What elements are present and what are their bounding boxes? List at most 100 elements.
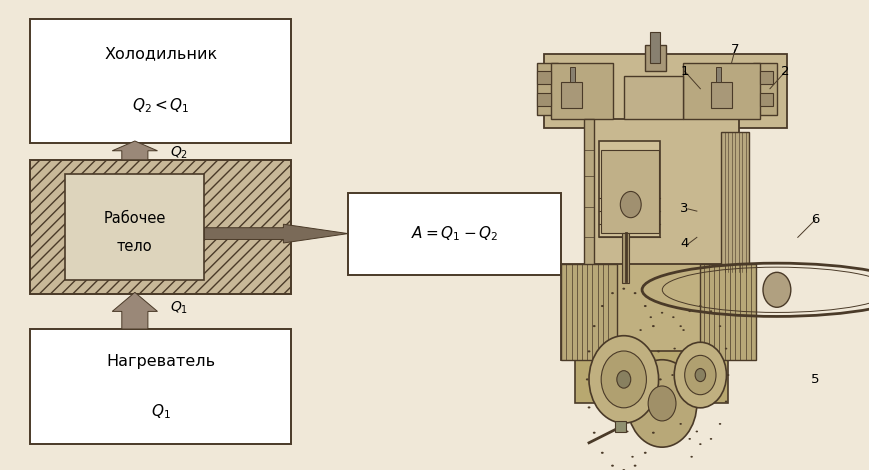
Bar xyxy=(561,264,616,360)
Ellipse shape xyxy=(651,325,654,327)
Ellipse shape xyxy=(695,375,697,376)
Ellipse shape xyxy=(626,375,627,376)
Ellipse shape xyxy=(616,371,630,388)
Ellipse shape xyxy=(600,452,603,454)
Ellipse shape xyxy=(709,310,712,312)
Bar xyxy=(30,160,291,294)
Ellipse shape xyxy=(684,355,715,395)
Text: $Q_2 < Q_1$: $Q_2 < Q_1$ xyxy=(132,97,189,115)
Bar xyxy=(700,264,755,360)
Ellipse shape xyxy=(718,325,720,327)
Bar xyxy=(715,67,720,82)
Ellipse shape xyxy=(651,431,654,434)
Bar xyxy=(600,150,658,233)
Bar xyxy=(561,264,741,360)
Ellipse shape xyxy=(695,431,697,432)
Ellipse shape xyxy=(673,400,675,402)
Bar xyxy=(65,174,204,280)
Ellipse shape xyxy=(658,378,661,380)
Bar xyxy=(491,19,839,456)
Bar xyxy=(543,54,786,128)
Bar xyxy=(569,67,574,82)
Ellipse shape xyxy=(600,305,603,307)
Text: Рабочее: Рабочее xyxy=(103,211,166,226)
Ellipse shape xyxy=(709,438,712,440)
Bar xyxy=(614,421,625,432)
Bar xyxy=(759,93,773,106)
Ellipse shape xyxy=(585,378,588,380)
Ellipse shape xyxy=(699,443,700,445)
Bar xyxy=(720,133,748,272)
Ellipse shape xyxy=(649,316,651,318)
Text: 1: 1 xyxy=(680,65,688,78)
Ellipse shape xyxy=(690,456,692,458)
Ellipse shape xyxy=(592,431,595,434)
Text: $A=Q_1-Q_2$: $A=Q_1-Q_2$ xyxy=(410,225,498,243)
Ellipse shape xyxy=(726,374,728,376)
Bar xyxy=(561,82,581,109)
Ellipse shape xyxy=(656,407,660,408)
Bar xyxy=(550,63,613,119)
Text: 7: 7 xyxy=(730,43,739,56)
Bar xyxy=(536,71,550,85)
Ellipse shape xyxy=(639,329,641,331)
Bar xyxy=(644,45,665,71)
Ellipse shape xyxy=(687,438,690,440)
Bar xyxy=(621,233,628,283)
Ellipse shape xyxy=(660,312,662,313)
Ellipse shape xyxy=(643,305,646,307)
Bar xyxy=(759,71,773,85)
Ellipse shape xyxy=(656,350,660,352)
Bar xyxy=(536,93,550,106)
Bar xyxy=(30,19,291,143)
Bar xyxy=(583,119,594,272)
Text: $Q_1$: $Q_1$ xyxy=(151,403,170,421)
Ellipse shape xyxy=(610,292,614,294)
Ellipse shape xyxy=(699,305,700,307)
Bar xyxy=(752,63,776,115)
Ellipse shape xyxy=(620,191,640,218)
Text: Нагреватель: Нагреватель xyxy=(106,354,216,369)
Ellipse shape xyxy=(724,400,726,402)
Ellipse shape xyxy=(673,342,726,408)
Bar xyxy=(599,141,660,237)
Ellipse shape xyxy=(588,336,658,423)
Ellipse shape xyxy=(690,349,692,351)
Text: $Q_1$: $Q_1$ xyxy=(169,300,188,316)
Text: 6: 6 xyxy=(810,213,819,227)
Ellipse shape xyxy=(621,469,625,470)
Bar xyxy=(710,82,731,109)
Ellipse shape xyxy=(626,431,627,432)
Ellipse shape xyxy=(687,310,690,312)
Ellipse shape xyxy=(718,423,720,425)
Bar xyxy=(30,329,291,444)
Ellipse shape xyxy=(672,316,673,318)
Text: тело: тело xyxy=(117,239,152,254)
Text: 3: 3 xyxy=(680,203,688,215)
Ellipse shape xyxy=(681,329,684,331)
Ellipse shape xyxy=(587,407,590,408)
Ellipse shape xyxy=(762,272,790,307)
Text: 5: 5 xyxy=(810,373,819,386)
Ellipse shape xyxy=(627,360,696,447)
Ellipse shape xyxy=(679,325,681,327)
Ellipse shape xyxy=(600,351,646,408)
Ellipse shape xyxy=(631,456,633,458)
Ellipse shape xyxy=(610,465,614,467)
Bar xyxy=(574,351,727,403)
Ellipse shape xyxy=(673,348,675,350)
Ellipse shape xyxy=(624,402,626,404)
Ellipse shape xyxy=(631,349,633,351)
Bar xyxy=(682,63,759,119)
Bar xyxy=(536,63,557,115)
Ellipse shape xyxy=(592,325,595,327)
Ellipse shape xyxy=(621,288,625,290)
Bar xyxy=(623,76,682,119)
Ellipse shape xyxy=(633,465,636,467)
Text: 4: 4 xyxy=(680,237,688,251)
Text: $Q_2$: $Q_2$ xyxy=(169,145,188,161)
Text: Холодильник: Холодильник xyxy=(104,46,217,61)
Ellipse shape xyxy=(643,452,646,454)
Bar xyxy=(649,32,660,63)
Ellipse shape xyxy=(694,368,705,382)
